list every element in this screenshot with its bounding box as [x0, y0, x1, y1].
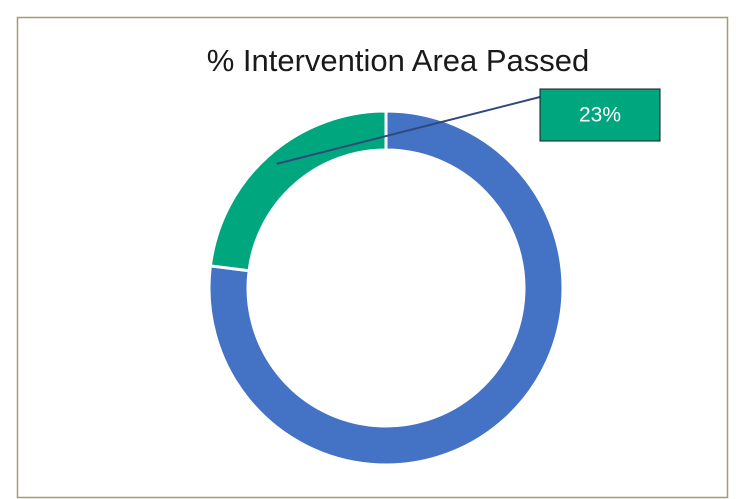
leader-line — [276, 96, 541, 165]
donut-segment — [208, 109, 388, 273]
donut-segment — [207, 109, 565, 467]
chart-title: % Intervention Area Passed — [207, 43, 590, 78]
data-label: 23% — [579, 104, 621, 127]
data-label-box — [539, 88, 661, 142]
